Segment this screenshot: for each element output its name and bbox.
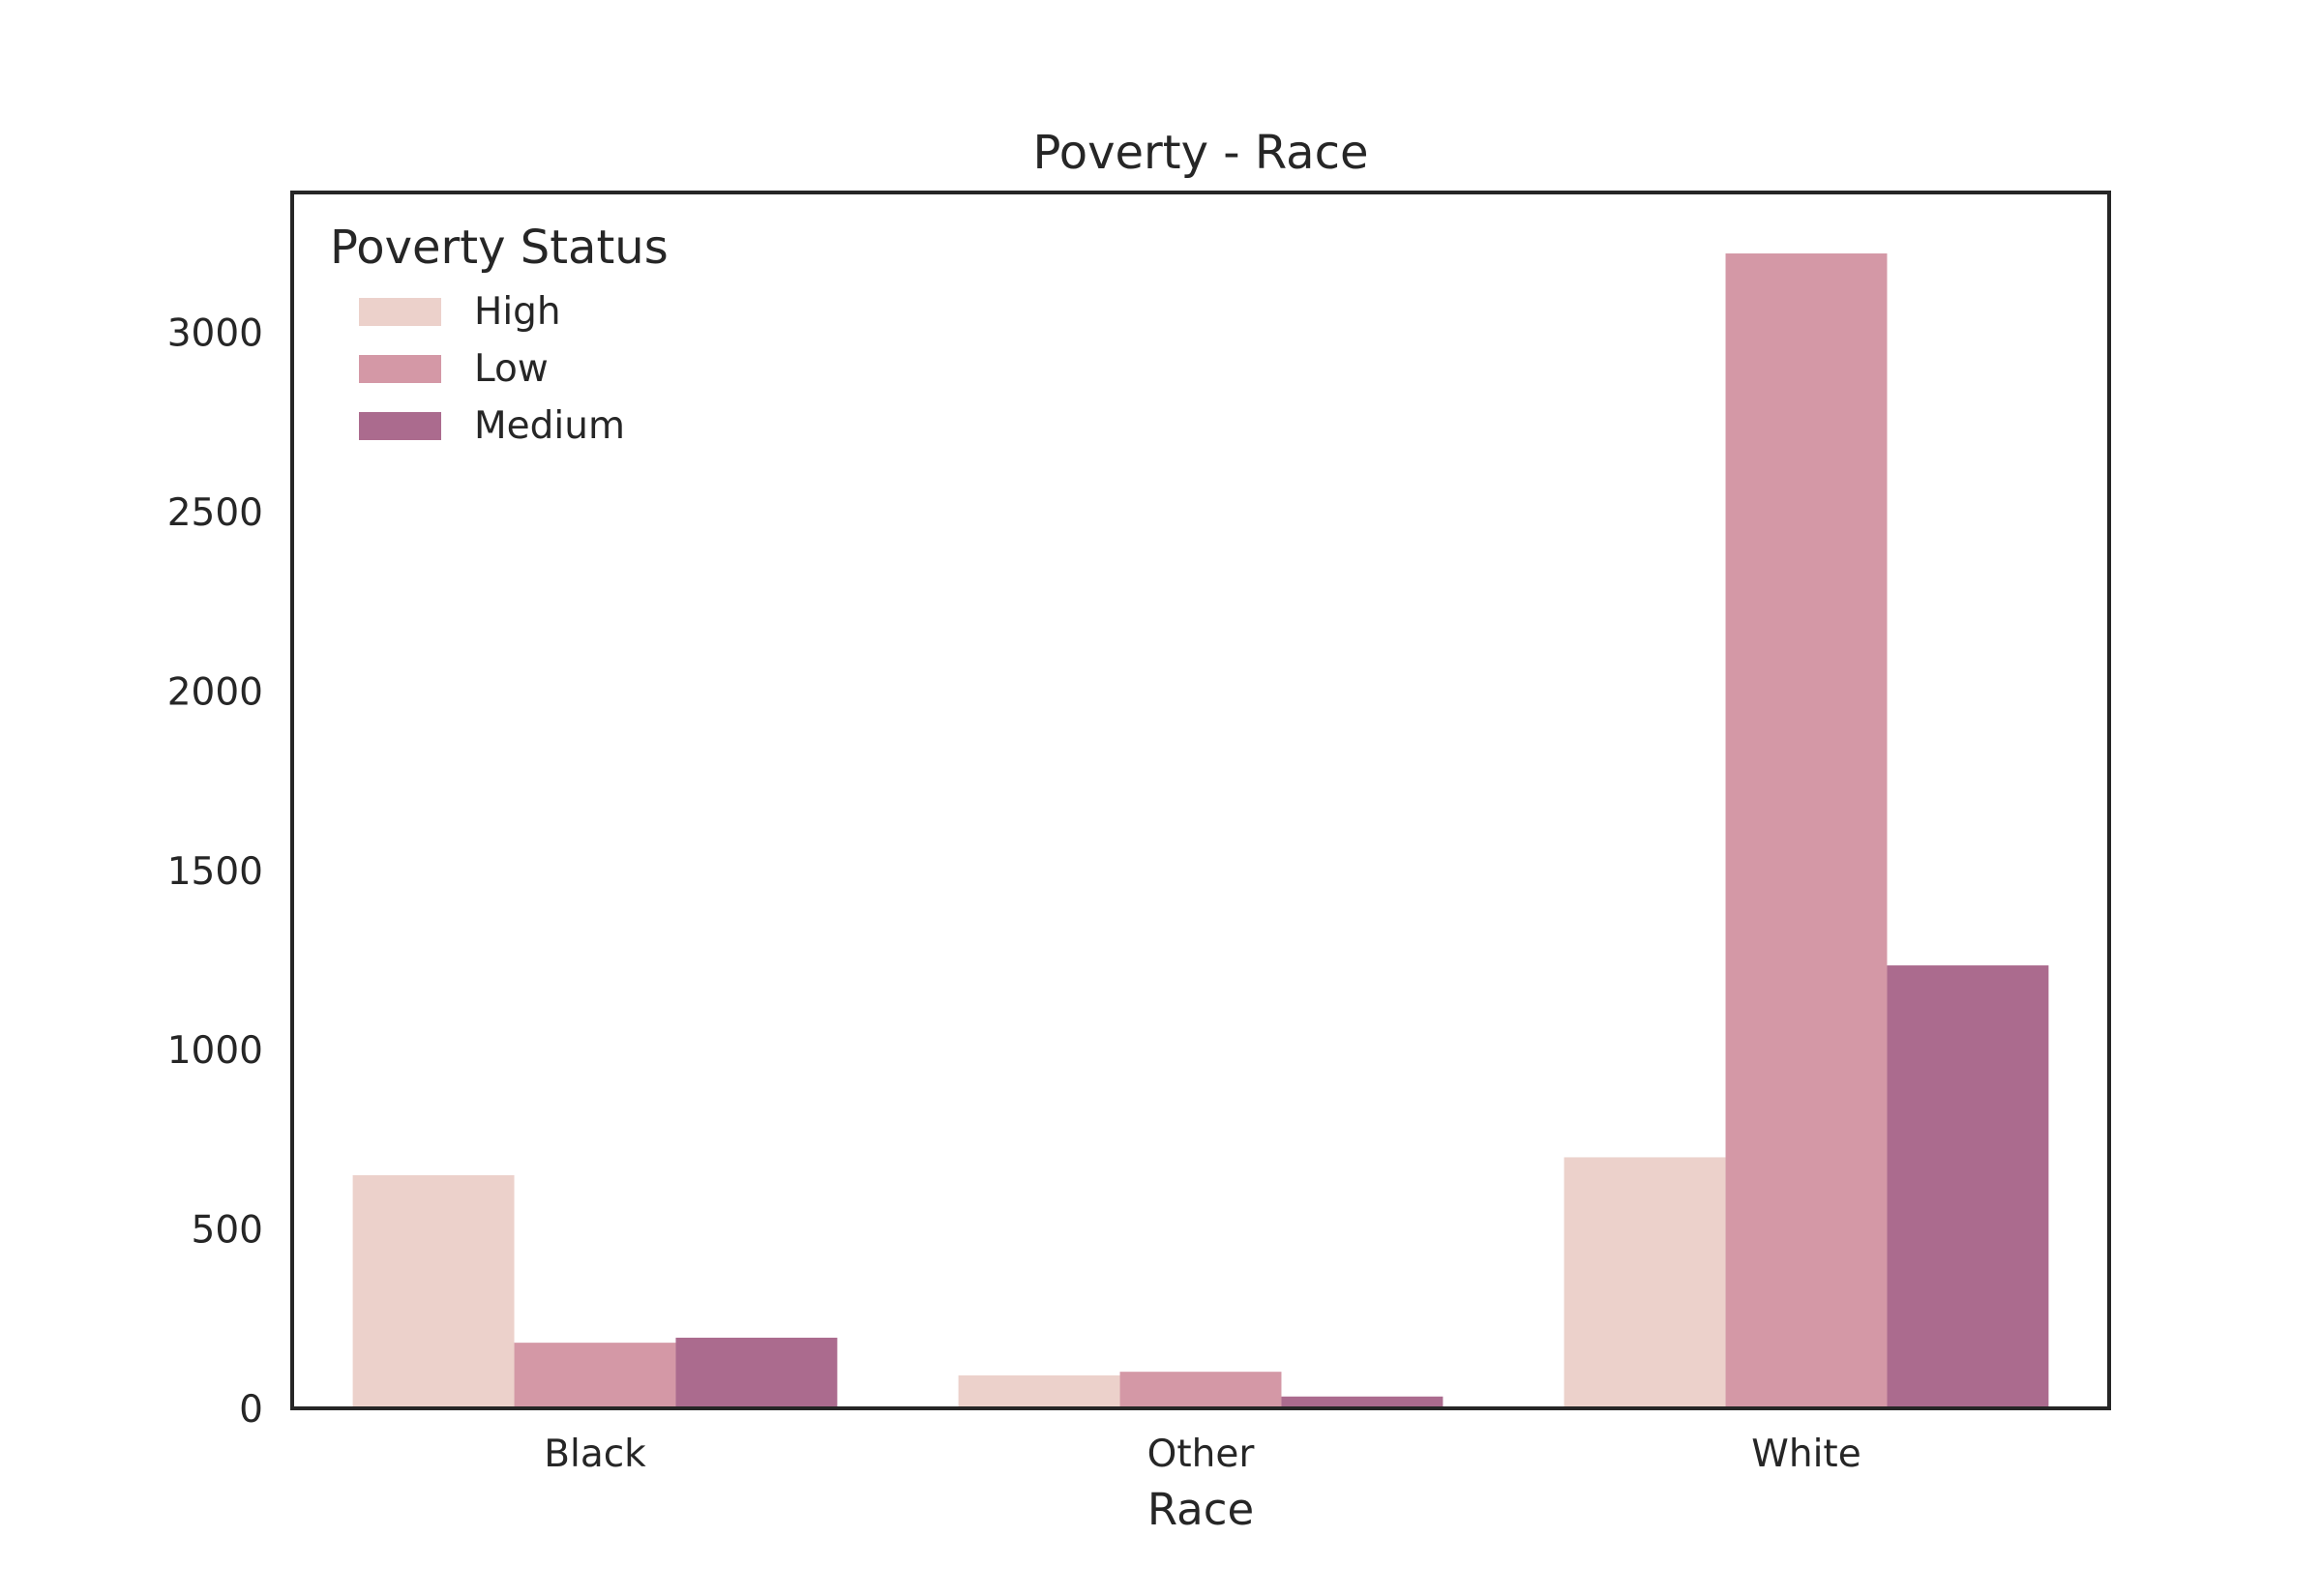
y-tick-label: 500 [192, 1209, 263, 1253]
bar-black-high [352, 1174, 515, 1408]
legend-swatch-low [359, 355, 441, 383]
legend-label-high: High [474, 290, 561, 334]
plot-frame [290, 191, 2111, 1410]
x-axis-label: Race [1147, 1484, 1254, 1535]
bar-white-low [1725, 253, 1888, 1408]
bars-group [352, 253, 2049, 1408]
y-tick-label: 2000 [167, 670, 263, 714]
y-axis-ticks: 0 500 1000 1500 2000 2500 3000 [167, 312, 263, 1432]
y-tick-label: 1000 [167, 1029, 263, 1073]
x-tick-label: Black [544, 1433, 646, 1476]
legend-title: Poverty Status [330, 221, 669, 275]
y-tick-label: 1500 [167, 850, 263, 894]
bar-other-high [958, 1374, 1120, 1408]
legend-swatch-high [359, 298, 441, 326]
legend-swatch-medium [359, 412, 441, 440]
bar-black-medium [675, 1337, 838, 1408]
legend-items: High Low Medium [359, 290, 625, 448]
legend-label-low: Low [474, 347, 549, 391]
x-tick-label: White [1751, 1433, 1861, 1476]
y-tick-label: 0 [239, 1388, 263, 1432]
x-tick-label: Other [1147, 1433, 1256, 1476]
x-axis-ticks: Black Other White [544, 1433, 1861, 1476]
bar-black-low [514, 1343, 676, 1408]
bar-other-medium [1281, 1396, 1444, 1408]
bar-white-high [1563, 1157, 1726, 1408]
y-tick-label: 3000 [167, 312, 263, 356]
bar-other-low [1119, 1372, 1282, 1408]
chart-title: Poverty - Race [1033, 126, 1369, 180]
legend: Poverty Status High Low Medium [330, 221, 669, 448]
bar-white-medium [1887, 965, 2049, 1408]
y-tick-label: 2500 [167, 491, 263, 535]
legend-label-medium: Medium [474, 404, 625, 448]
